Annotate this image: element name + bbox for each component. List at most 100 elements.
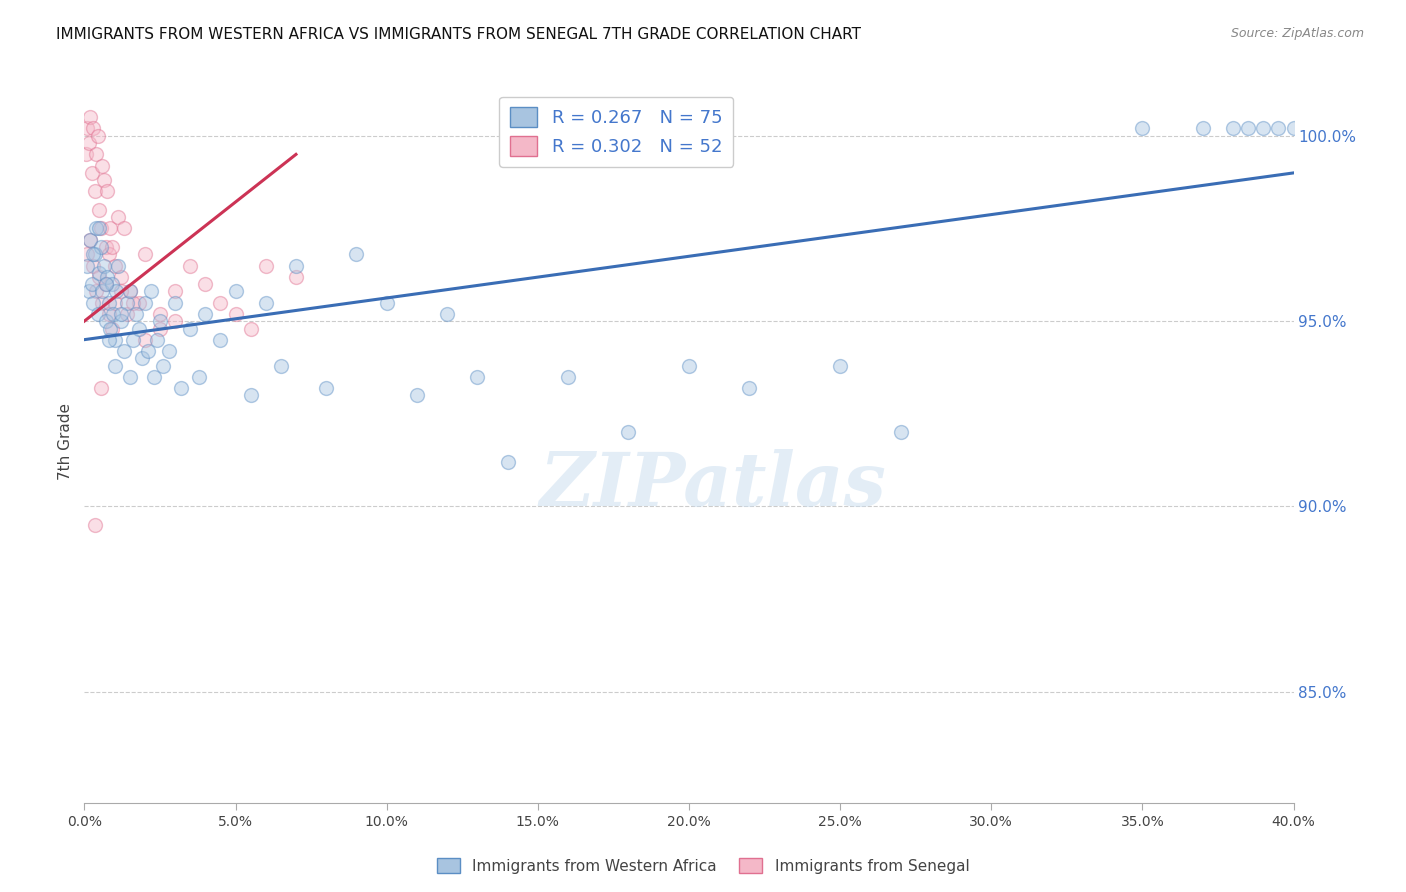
Point [128, 295, 150, 310]
Point [285, 259, 308, 273]
Point [406, 388, 429, 402]
Point [94, 277, 117, 291]
Point [76, 259, 98, 273]
Point [375, 295, 398, 310]
Point [104, 295, 127, 310]
Point [149, 307, 172, 321]
Point [179, 321, 201, 335]
Point [97, 333, 120, 347]
Point [134, 247, 156, 261]
Text: ZIPatlas: ZIPatlas [540, 449, 887, 521]
Point [254, 295, 277, 310]
Point [738, 381, 761, 395]
Point [94, 240, 117, 254]
Point [87, 128, 110, 143]
Point [209, 333, 232, 347]
Point [170, 381, 193, 395]
Point [188, 369, 211, 384]
Point [146, 333, 169, 347]
Point [142, 369, 165, 384]
Point [136, 343, 159, 358]
Point [93, 173, 115, 187]
Point [77, 285, 100, 299]
Point [76, 121, 98, 136]
Point [165, 285, 187, 299]
Point [96, 269, 118, 284]
Point [82, 259, 104, 273]
Point [149, 314, 172, 328]
Point [194, 307, 217, 321]
Point [121, 295, 143, 310]
Point [315, 381, 337, 395]
Y-axis label: 7th Grade: 7th Grade [58, 403, 73, 480]
Text: IMMIGRANTS FROM WESTERN AFRICA VS IMMIGRANTS FROM SENEGAL 7TH GRADE CORRELATION : IMMIGRANTS FROM WESTERN AFRICA VS IMMIGR… [56, 27, 862, 42]
Point [100, 277, 122, 291]
Point [87, 307, 110, 321]
Point [152, 359, 174, 373]
Point [121, 333, 143, 347]
Point [110, 314, 132, 328]
Point [557, 369, 579, 384]
Point [239, 321, 262, 335]
Point [100, 321, 122, 335]
Legend: R = 0.267   N = 75, R = 0.302   N = 52: R = 0.267 N = 75, R = 0.302 N = 52 [499, 96, 734, 167]
Point [165, 314, 187, 328]
Point [105, 285, 128, 299]
Point [89, 266, 111, 280]
Point [254, 259, 277, 273]
Point [134, 295, 156, 310]
Point [75, 147, 97, 161]
Point [131, 351, 153, 366]
Point [112, 343, 135, 358]
Point [125, 307, 148, 321]
Point [89, 221, 111, 235]
Point [830, 359, 852, 373]
Point [1132, 121, 1154, 136]
Point [101, 307, 124, 321]
Point [94, 277, 117, 291]
Point [110, 269, 132, 284]
Point [890, 425, 912, 440]
Point [118, 285, 141, 299]
Point [79, 111, 101, 125]
Legend: Immigrants from Western Africa, Immigrants from Senegal: Immigrants from Western Africa, Immigran… [430, 852, 976, 880]
Point [104, 333, 127, 347]
Point [97, 247, 120, 261]
Point [496, 455, 519, 469]
Point [90, 221, 112, 235]
Point [90, 381, 112, 395]
Point [678, 359, 700, 373]
Point [225, 307, 247, 321]
Point [80, 166, 103, 180]
Point [239, 388, 262, 402]
Point [118, 369, 141, 384]
Point [1253, 121, 1275, 136]
Point [79, 233, 101, 247]
Point [97, 295, 120, 310]
Point [225, 285, 247, 299]
Point [82, 247, 104, 261]
Point [1192, 121, 1215, 136]
Point [82, 295, 104, 310]
Point [97, 307, 120, 321]
Point [91, 285, 114, 299]
Point [110, 285, 132, 299]
Point [98, 321, 121, 335]
Point [134, 333, 156, 347]
Point [115, 307, 138, 321]
Point [91, 295, 114, 310]
Point [104, 359, 127, 373]
Text: Source: ZipAtlas.com: Source: ZipAtlas.com [1230, 27, 1364, 40]
Point [467, 369, 489, 384]
Point [89, 202, 111, 217]
Point [77, 136, 100, 151]
Point [157, 343, 180, 358]
Point [93, 259, 115, 273]
Point [82, 121, 104, 136]
Point [270, 359, 292, 373]
Point [209, 295, 232, 310]
Point [1222, 121, 1244, 136]
Point [194, 277, 217, 291]
Point [118, 285, 141, 299]
Point [96, 185, 118, 199]
